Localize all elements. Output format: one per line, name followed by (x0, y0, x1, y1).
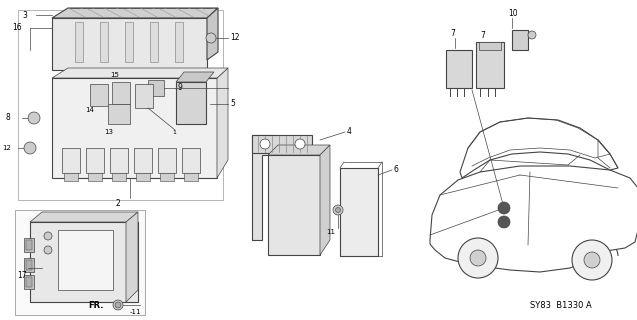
Polygon shape (126, 212, 138, 302)
Bar (100, 22, 108, 62)
Circle shape (295, 139, 305, 149)
Polygon shape (268, 145, 330, 155)
Polygon shape (176, 72, 214, 82)
Bar (479, 42, 501, 50)
Bar (182, 148, 200, 173)
Circle shape (28, 112, 40, 124)
Polygon shape (52, 8, 218, 18)
Polygon shape (217, 68, 228, 178)
Bar (135, 84, 153, 108)
Bar (512, 30, 528, 50)
Bar (160, 173, 174, 181)
Polygon shape (460, 118, 618, 178)
Circle shape (470, 250, 486, 266)
Bar (24, 258, 34, 272)
Text: 9: 9 (178, 84, 183, 92)
Text: FR.: FR. (88, 301, 103, 310)
Text: 13: 13 (104, 129, 113, 135)
Bar (184, 173, 198, 181)
Bar (176, 82, 206, 124)
Text: SY83  B1330 A: SY83 B1330 A (530, 300, 592, 309)
Bar (52, 18, 207, 70)
Bar (24, 238, 34, 252)
Circle shape (24, 142, 36, 154)
Circle shape (336, 207, 341, 212)
Polygon shape (52, 68, 228, 78)
Circle shape (260, 139, 270, 149)
Bar (64, 173, 78, 181)
Circle shape (44, 246, 52, 254)
Bar (30, 222, 138, 302)
Circle shape (333, 205, 343, 215)
Text: 8: 8 (5, 114, 10, 123)
Polygon shape (320, 145, 330, 255)
Polygon shape (252, 135, 290, 240)
Bar (15, 210, 145, 315)
Text: 4: 4 (347, 127, 352, 137)
Text: 3: 3 (22, 11, 27, 20)
Text: 5: 5 (230, 100, 235, 108)
Bar (24, 275, 34, 289)
Bar (90, 84, 108, 106)
Text: 14: 14 (85, 107, 94, 113)
Circle shape (113, 300, 123, 310)
Text: 17: 17 (17, 270, 27, 279)
Text: -11: -11 (130, 309, 141, 315)
Text: 16: 16 (12, 23, 22, 33)
Bar (26, 240, 32, 250)
Bar (150, 22, 158, 62)
Circle shape (458, 238, 498, 278)
Bar (148, 80, 164, 96)
Bar (75, 22, 83, 62)
Polygon shape (30, 212, 138, 222)
Text: 6: 6 (394, 165, 399, 174)
Bar (446, 50, 472, 88)
Text: 1: 1 (172, 130, 176, 134)
Circle shape (528, 31, 536, 39)
Bar (18, 10, 223, 200)
Bar (26, 277, 32, 287)
Circle shape (206, 33, 216, 43)
Circle shape (498, 216, 510, 228)
Bar (112, 173, 126, 181)
Bar (110, 148, 128, 173)
Text: 11: 11 (326, 229, 335, 235)
Bar (112, 82, 130, 104)
Circle shape (572, 240, 612, 280)
Bar (125, 22, 133, 62)
Bar (175, 22, 183, 62)
Bar (134, 148, 152, 173)
Bar (136, 173, 150, 181)
Circle shape (498, 202, 510, 214)
Text: 10: 10 (508, 9, 518, 18)
Bar (52, 78, 217, 178)
Text: 7: 7 (480, 30, 485, 39)
Text: 12: 12 (2, 145, 11, 151)
Text: 7: 7 (450, 28, 455, 37)
Bar (62, 148, 80, 173)
Polygon shape (430, 166, 637, 272)
Circle shape (115, 302, 121, 308)
Text: 12: 12 (230, 34, 240, 43)
Bar (88, 173, 102, 181)
Text: 15: 15 (110, 72, 119, 78)
Bar (476, 42, 504, 88)
Bar (340, 168, 378, 256)
Circle shape (584, 252, 600, 268)
Bar (86, 148, 104, 173)
Text: 2: 2 (115, 198, 120, 207)
Bar (108, 104, 130, 124)
Bar (158, 148, 176, 173)
Polygon shape (207, 8, 218, 60)
FancyArrow shape (56, 297, 80, 313)
Bar (58, 230, 113, 290)
Bar (268, 155, 320, 255)
Bar (252, 135, 312, 153)
Bar (26, 260, 32, 270)
Circle shape (44, 232, 52, 240)
